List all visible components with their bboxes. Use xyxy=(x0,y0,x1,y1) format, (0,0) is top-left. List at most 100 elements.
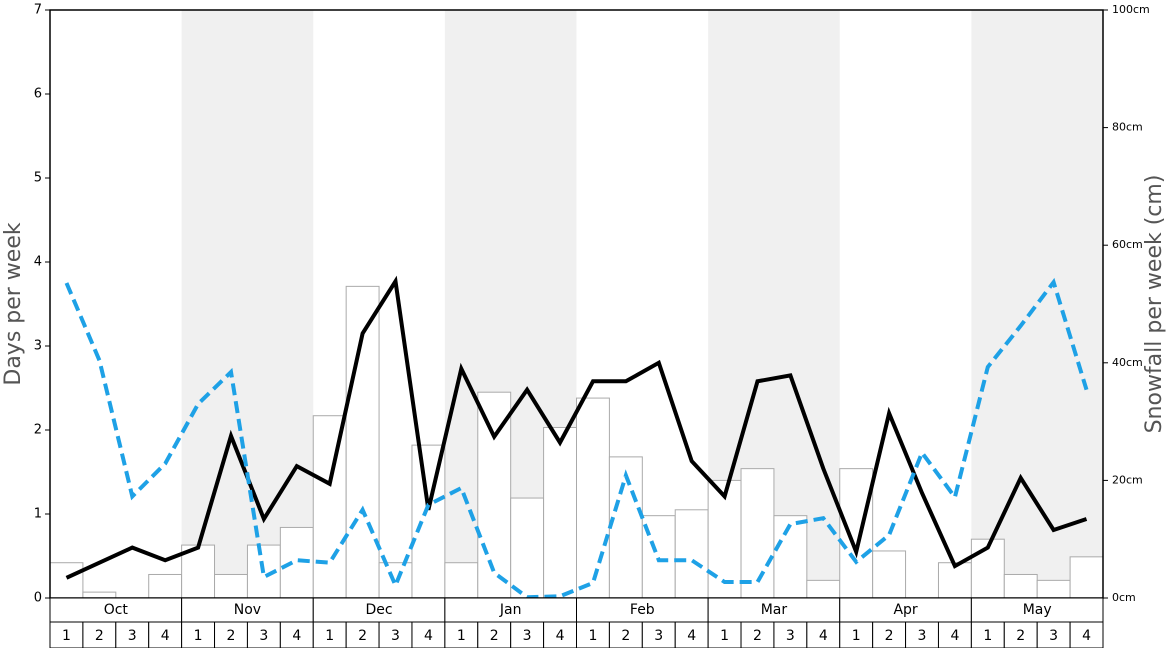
y-tick-label: 3 xyxy=(34,339,42,354)
bar xyxy=(543,426,577,599)
y2-tick-label: 20cm xyxy=(1112,473,1143,486)
x-tick-label: 3 xyxy=(391,628,400,644)
x-tick-label: 1 xyxy=(457,628,466,644)
bar xyxy=(510,497,545,599)
x-tick-label: 4 xyxy=(556,628,565,644)
month-label: Dec xyxy=(366,602,393,618)
bar xyxy=(740,468,775,599)
week-cell xyxy=(707,621,742,648)
week-cell xyxy=(970,621,1005,648)
month-shade xyxy=(181,10,314,598)
week-cell xyxy=(279,621,314,648)
line-series xyxy=(64,277,1089,600)
bar xyxy=(214,573,248,599)
x-tick-label: 2 xyxy=(358,628,367,644)
y-tick-label: 4 xyxy=(34,255,42,270)
week-cell xyxy=(1069,621,1104,648)
x-tick-label: 3 xyxy=(918,628,927,644)
x-tick-label: 4 xyxy=(424,628,433,644)
bar xyxy=(806,579,841,599)
x-tick-label: 3 xyxy=(523,628,532,644)
month-cell xyxy=(970,597,1104,623)
month-cell xyxy=(839,597,972,623)
line-series xyxy=(65,275,1088,580)
x-tick-label: 1 xyxy=(852,628,861,644)
x-tick-label: 3 xyxy=(786,628,795,644)
bar xyxy=(937,562,972,599)
bar xyxy=(444,562,479,599)
month-label: Nov xyxy=(234,602,261,618)
x-tick-label: 4 xyxy=(687,628,696,644)
x-tick-label: 2 xyxy=(95,628,104,644)
week-cell xyxy=(1036,621,1071,648)
month-cell xyxy=(49,597,183,623)
x-tick-label: 2 xyxy=(490,628,499,644)
bar xyxy=(49,562,84,599)
y2-tick-label: 60cm xyxy=(1112,238,1143,251)
bar xyxy=(1069,556,1104,599)
y2-tick-label: 100cm xyxy=(1112,3,1150,16)
x-tick-label: 1 xyxy=(194,628,203,644)
month-label: Mar xyxy=(761,602,788,618)
x-tick-label: 2 xyxy=(1016,628,1025,644)
month-label: May xyxy=(1023,602,1052,618)
x-tick-label: 3 xyxy=(1049,628,1058,644)
week-cell xyxy=(378,621,413,648)
y2-tick-label: 40cm xyxy=(1112,356,1143,369)
week-cell xyxy=(82,621,117,648)
y2-axis-title: Snowfall per week (cm) xyxy=(1142,175,1167,434)
bar xyxy=(872,550,907,599)
y2-tick-label: 80cm xyxy=(1112,121,1143,134)
bar xyxy=(576,397,610,599)
bar xyxy=(1036,579,1071,599)
x-tick-label: 1 xyxy=(325,628,334,644)
bar xyxy=(839,468,874,599)
x-tick-label: 3 xyxy=(128,628,137,644)
bar xyxy=(148,573,183,599)
x-tick-label: 3 xyxy=(259,628,268,644)
x-tick-label: 2 xyxy=(885,628,894,644)
week-cell xyxy=(312,621,347,648)
x-tick-label: 4 xyxy=(1082,628,1091,644)
week-cell xyxy=(872,621,907,648)
month-label: Jan xyxy=(499,602,522,618)
y2-tick-label: 0cm xyxy=(1112,591,1136,604)
x-tick-label: 1 xyxy=(983,628,992,644)
week-cell xyxy=(411,621,446,648)
month-cell xyxy=(444,597,577,623)
x-tick-label: 3 xyxy=(654,628,663,644)
x-tick-label: 2 xyxy=(621,628,630,644)
x-tick-label: 2 xyxy=(227,628,236,644)
x-tick-label: 4 xyxy=(950,628,959,644)
bar xyxy=(312,415,347,599)
month-label: Apr xyxy=(893,602,917,618)
bar xyxy=(82,591,117,599)
x-tick-label: 1 xyxy=(588,628,597,644)
bar xyxy=(1003,573,1038,599)
month-cell xyxy=(312,597,446,623)
week-cell xyxy=(115,621,150,648)
month-label: Oct xyxy=(104,602,129,618)
week-cell xyxy=(937,621,972,648)
week-cell xyxy=(806,621,841,648)
week-cell xyxy=(49,621,84,648)
week-cell xyxy=(773,621,808,648)
week-cell xyxy=(444,621,479,648)
month-label: Feb xyxy=(630,602,655,618)
y-tick-label: 5 xyxy=(34,171,42,186)
y-tick-label: 2 xyxy=(34,423,42,438)
bar xyxy=(674,509,709,599)
x-tick-label: 4 xyxy=(819,628,828,644)
bar xyxy=(707,479,742,599)
y-tick-label: 7 xyxy=(34,3,42,18)
week-cell xyxy=(674,621,709,648)
y-tick-label: 6 xyxy=(34,87,42,102)
x-tick-label: 1 xyxy=(720,628,729,644)
x-tick-label: 1 xyxy=(62,628,71,644)
y-tick-label: 0 xyxy=(34,591,42,606)
bar xyxy=(773,515,808,599)
x-tick-label: 4 xyxy=(161,628,170,644)
y-axis-title: Days per week xyxy=(1,222,26,385)
month-shade xyxy=(971,10,1103,598)
